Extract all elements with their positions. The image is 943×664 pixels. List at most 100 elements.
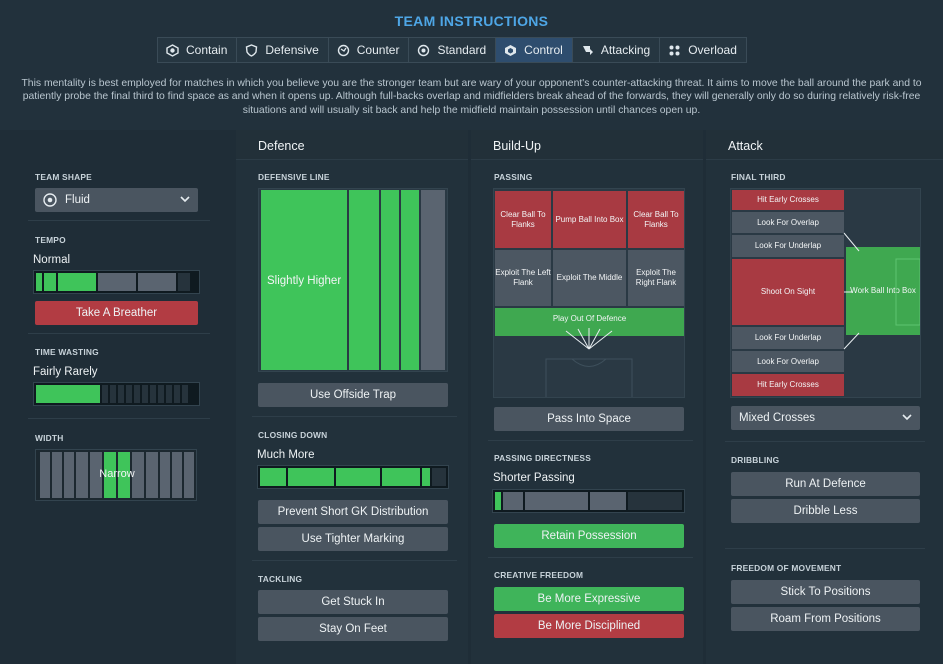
- time-wasting-value: Fairly Rarely: [33, 366, 98, 378]
- closing-down-slider[interactable]: [257, 465, 449, 489]
- stay-on-feet-button[interactable]: Stay On Feet: [258, 617, 448, 641]
- roam-from-positions-button[interactable]: Roam From Positions: [731, 607, 920, 631]
- dribble-less-button[interactable]: Dribble Less: [731, 499, 920, 523]
- mentality-tabs: Contain Defensive Counter Standard Contr…: [157, 37, 747, 63]
- tab-attacking[interactable]: Attacking: [573, 38, 661, 62]
- defence-heading: Defence: [236, 130, 468, 160]
- run-at-defence-button[interactable]: Run At Defence: [731, 472, 920, 496]
- tab-counter[interactable]: Counter: [329, 38, 410, 62]
- pitch-markings: [545, 328, 633, 397]
- tab-control-label: Control: [524, 43, 563, 57]
- counter-icon: [337, 44, 350, 57]
- hit-early-crosses-top-cell[interactable]: Hit Early Crosses: [732, 190, 844, 210]
- instructions-header: [0, 0, 943, 130]
- divider: [488, 557, 693, 558]
- tackling-title: TACKLING: [258, 574, 303, 584]
- chevron-down-icon: [180, 194, 190, 206]
- defensive-line-selector[interactable]: Slightly Higher: [258, 188, 448, 372]
- tab-defensive[interactable]: Defensive: [237, 38, 329, 62]
- divider: [488, 440, 693, 441]
- final-third-pitch: Hit Early Crosses Look For Overlap Look …: [730, 188, 921, 398]
- tab-contain-label: Contain: [186, 43, 228, 57]
- passing-directness-value: Shorter Passing: [493, 472, 575, 484]
- tab-overload-label: Overload: [688, 43, 737, 57]
- fluid-icon: [43, 193, 57, 207]
- contain-icon: [166, 43, 179, 57]
- exploit-right-flank-cell[interactable]: Exploit The Right Flank: [628, 250, 684, 306]
- exploit-left-flank-cell[interactable]: Exploit The Left Flank: [495, 250, 551, 306]
- hit-early-crosses-bottom-cell[interactable]: Hit Early Crosses: [732, 374, 844, 396]
- passing-pitch: Clear Ball To Flanks Pump Ball Into Box …: [493, 188, 685, 398]
- look-for-overlap-bottom-cell[interactable]: Look For Overlap: [732, 351, 844, 372]
- tab-defensive-label: Defensive: [265, 43, 319, 57]
- defensive-line-value: Slightly Higher: [267, 275, 342, 287]
- width-title: WIDTH: [35, 433, 64, 443]
- clear-ball-right-cell[interactable]: Clear Ball To Flanks: [628, 191, 684, 248]
- team-shape-value: Fluid: [65, 194, 90, 206]
- be-more-expressive-button[interactable]: Be More Expressive: [494, 587, 684, 611]
- buildup-heading: Build-Up: [471, 130, 703, 160]
- time-wasting-title: TIME WASTING: [35, 347, 99, 357]
- divider: [28, 333, 210, 334]
- tab-standard[interactable]: Standard: [409, 38, 497, 62]
- chevron-down-icon: [902, 412, 912, 424]
- tab-counter-label: Counter: [356, 43, 400, 57]
- tab-contain[interactable]: Contain: [158, 38, 238, 62]
- divider: [725, 441, 925, 442]
- team-shape-select[interactable]: Fluid: [35, 188, 198, 212]
- crossing-select[interactable]: Mixed Crosses: [731, 406, 920, 430]
- look-for-overlap-top-cell[interactable]: Look For Overlap: [732, 212, 844, 233]
- control-icon: [504, 44, 517, 57]
- pump-ball-into-box-cell[interactable]: Pump Ball Into Box: [553, 191, 626, 248]
- time-wasting-slider[interactable]: [33, 382, 200, 406]
- creative-freedom-title: CREATIVE FREEDOM: [494, 570, 584, 580]
- look-for-underlap-top-cell[interactable]: Look For Underlap: [732, 235, 844, 257]
- exploit-middle-cell[interactable]: Exploit The Middle: [553, 250, 626, 306]
- divider: [28, 418, 210, 419]
- retain-possession-button[interactable]: Retain Possession: [494, 524, 684, 548]
- use-offside-trap-button[interactable]: Use Offside Trap: [258, 383, 448, 407]
- passing-directness-slider[interactable]: [492, 489, 685, 513]
- prevent-short-gk-distribution-button[interactable]: Prevent Short GK Distribution: [258, 500, 448, 524]
- tab-attacking-label: Attacking: [600, 43, 651, 57]
- tab-overload[interactable]: Overload: [660, 38, 746, 62]
- shield-icon: [245, 43, 258, 57]
- mentality-description: This mentality is best employed for matc…: [21, 78, 922, 116]
- divider: [252, 560, 457, 561]
- tempo-title: TEMPO: [35, 235, 66, 245]
- clear-ball-left-cell[interactable]: Clear Ball To Flanks: [495, 191, 551, 248]
- get-stuck-in-button[interactable]: Get Stuck In: [258, 590, 448, 614]
- divider: [725, 548, 925, 549]
- use-tighter-marking-button[interactable]: Use Tighter Marking: [258, 527, 448, 551]
- attacking-icon: [581, 44, 594, 57]
- tab-control[interactable]: Control: [496, 38, 573, 62]
- dribbling-title: DRIBBLING: [731, 455, 780, 465]
- defensive-line-title: DEFENSIVE LINE: [258, 172, 330, 182]
- stick-to-positions-button[interactable]: Stick To Positions: [731, 580, 920, 604]
- be-more-disciplined-button[interactable]: Be More Disciplined: [494, 614, 684, 638]
- standard-icon: [417, 44, 430, 57]
- shoot-on-sight-cell[interactable]: Shoot On Sight: [732, 259, 844, 325]
- page-title: TEAM INSTRUCTIONS: [394, 13, 549, 29]
- final-third-markings: [843, 232, 920, 350]
- tempo-slider[interactable]: [33, 270, 200, 294]
- closing-down-value: Much More: [257, 449, 315, 461]
- look-for-underlap-bottom-cell[interactable]: Look For Underlap: [732, 327, 844, 349]
- passing-title: PASSING: [494, 172, 533, 182]
- width-selector[interactable]: Narrow: [35, 449, 197, 501]
- tab-standard-label: Standard: [437, 43, 487, 57]
- divider: [252, 416, 457, 417]
- attack-heading: Attack: [706, 130, 943, 160]
- closing-down-title: CLOSING DOWN: [258, 430, 328, 440]
- final-third-title: FINAL THIRD: [731, 172, 786, 182]
- divider: [28, 220, 210, 221]
- passing-directness-title: PASSING DIRECTNESS: [494, 453, 591, 463]
- crossing-value: Mixed Crosses: [739, 412, 816, 424]
- pass-into-space-button[interactable]: Pass Into Space: [494, 407, 684, 431]
- tempo-value: Normal: [33, 254, 71, 266]
- work-ball-into-box-cell[interactable]: Work Ball Into Box: [846, 247, 920, 335]
- width-value: Narrow: [99, 468, 135, 480]
- team-shape-title: TEAM SHAPE: [35, 172, 92, 182]
- freedom-of-movement-title: FREEDOM OF MOVEMENT: [731, 563, 842, 573]
- take-a-breather-button[interactable]: Take A Breather: [35, 301, 198, 325]
